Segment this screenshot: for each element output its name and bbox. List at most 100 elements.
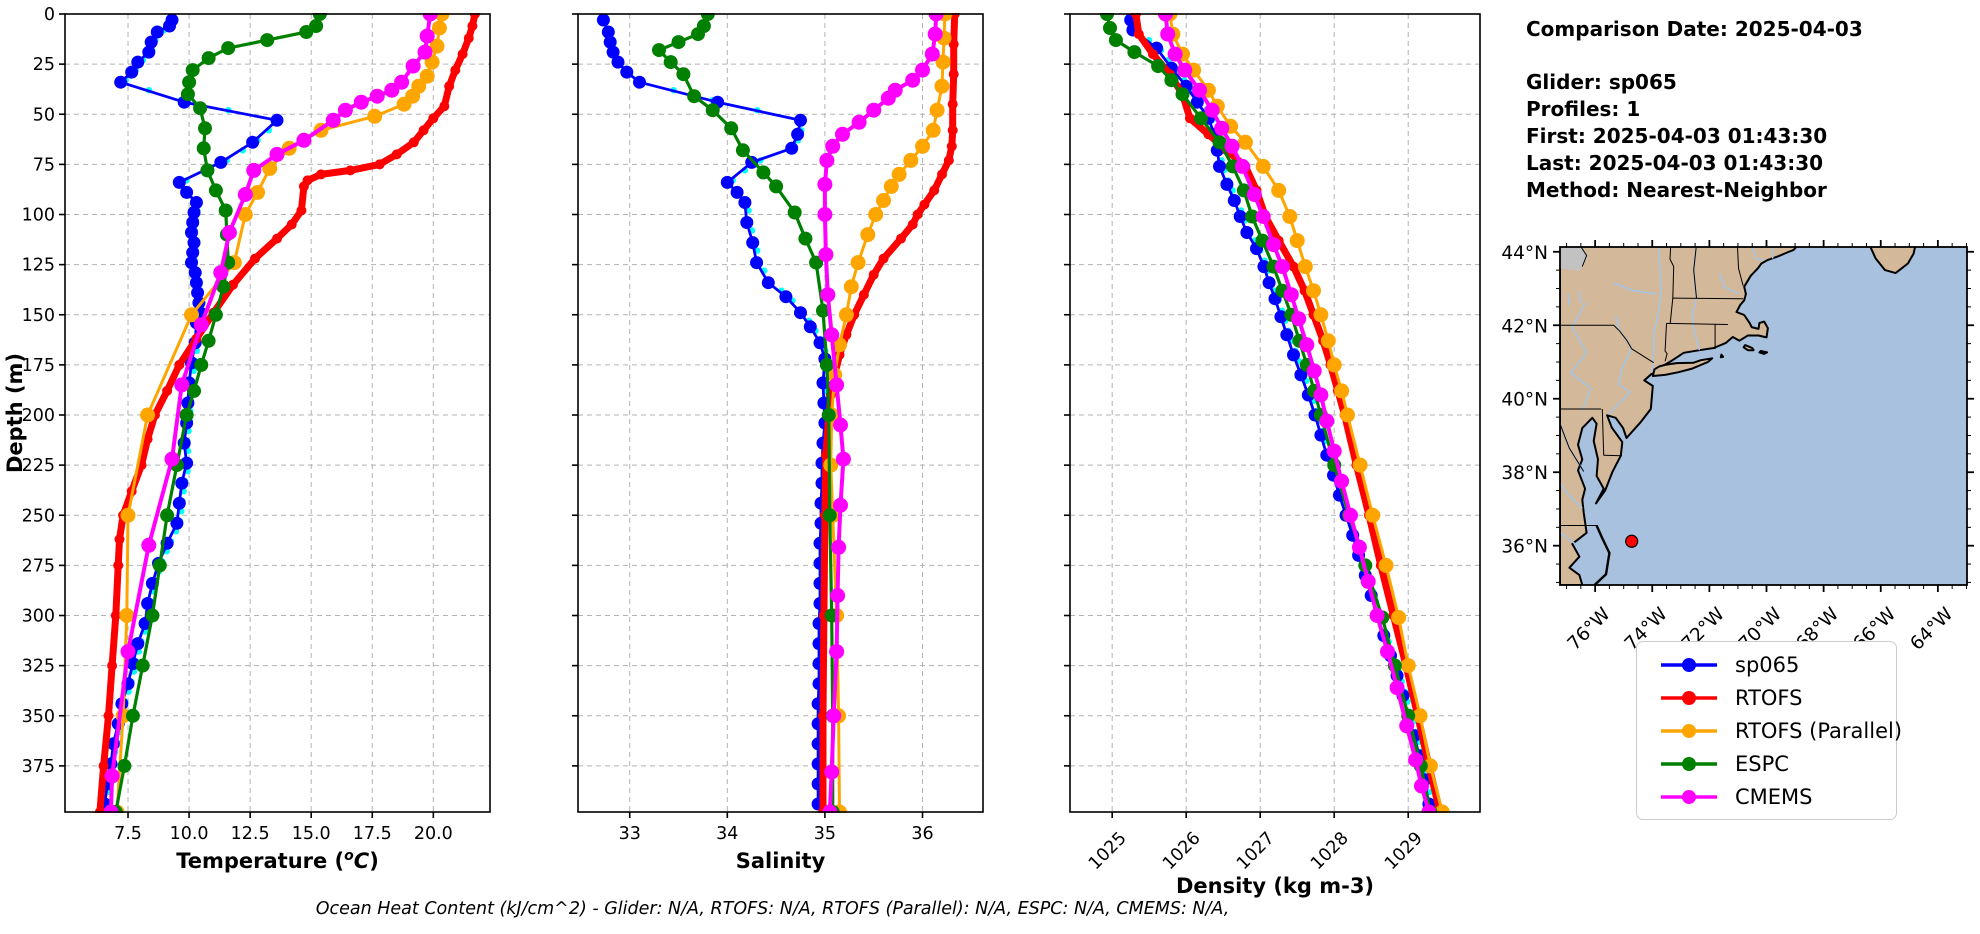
first-profile-time: First: 2025-04-03 01:43:30 [1526, 124, 1828, 148]
density-glider-raw-dots [1130, 16, 1435, 806]
temperature-axis-ticks: 7.5 10.0 12.5 15.0 17.5 20.0 0 25 50 75 100 125 150 1… [22, 5, 453, 844]
svg-text:75: 75 [33, 155, 55, 175]
series-rtofs-parallel-temperature [109, 13, 450, 813]
svg-text:25: 25 [33, 55, 55, 75]
svg-text:42°N: 42°N [1501, 316, 1548, 337]
legend-label: CMEMS [1735, 784, 1813, 809]
location-map: 44°N42°N40°N38°N36°N76°W 74°W 72°W 70°W 68°W… [1501, 240, 1974, 655]
river [1751, 247, 1766, 261]
svg-text:36: 36 [911, 824, 933, 844]
state-border [1737, 247, 1744, 286]
salinity-gridlines [578, 13, 983, 812]
legend-item-sp065: sp065 [1659, 648, 1896, 681]
state-border [1672, 297, 1744, 300]
svg-text:36°N: 36°N [1501, 537, 1548, 558]
series-rtofs-salinity [818, 13, 960, 813]
profiles-count: Profiles: 1 [1526, 97, 1641, 121]
legend-item-cmems: CMEMS [1659, 780, 1896, 813]
state-border [1666, 322, 1728, 325]
river [1650, 247, 1662, 374]
state-border [1693, 247, 1697, 299]
legend-line-sample [1661, 756, 1717, 771]
svg-text:15.0: 15.0 [292, 824, 331, 844]
series-cmems-temperature [103, 13, 438, 813]
map-geography [1560, 247, 1967, 585]
temperature-axes-frame [64, 13, 491, 813]
svg-text:38°N: 38°N [1501, 463, 1548, 484]
glider-name: Glider: sp065 [1526, 70, 1677, 94]
river [1569, 302, 1592, 411]
legend: sp065 RTOFS RTOFS (Parallel) ESPC CMEMS [1636, 641, 1902, 820]
svg-text:64°W: 64°W [1906, 604, 1957, 655]
svg-text:1025: 1025 [1085, 828, 1131, 874]
salinity-axes-frame [577, 13, 984, 813]
state-border [1631, 348, 1654, 364]
svg-text:0: 0 [44, 5, 55, 25]
river [1718, 272, 1739, 295]
river [1560, 532, 1576, 545]
salinity-axis-label: Salinity [736, 849, 826, 873]
comparison-date: Comparison Date: 2025-04-03 [1526, 17, 1863, 41]
series-espc-density [1100, 13, 1438, 813]
legend-item-rtofs-parallel: RTOFS (Parallel) [1659, 714, 1902, 747]
salinity-axis-ticks: 33 34 35 36 [572, 13, 934, 844]
legend-line-sample [1661, 657, 1717, 672]
salinity-plot: 33 34 35 36 Salinity [572, 13, 984, 873]
legend-item-rtofs: RTOFS [1659, 681, 1896, 714]
river [1560, 482, 1583, 509]
legend-label: ESPC [1735, 751, 1789, 776]
legend-line-sample [1661, 690, 1717, 705]
series-sp065-density [1124, 13, 1436, 811]
state-border [1669, 298, 1674, 324]
legend-label: RTOFS (Parallel) [1735, 718, 1903, 743]
temperature-plot: 7.5 10.0 12.5 15.0 17.5 20.0 0 25 50 75 100 125 150 1… [3, 5, 491, 873]
legend-item-espc: ESPC [1659, 747, 1896, 780]
legend-line-sample [1661, 789, 1717, 804]
svg-text:12.5: 12.5 [231, 824, 270, 844]
series-cmems-salinity [817, 13, 944, 813]
density-gridlines [1070, 13, 1480, 812]
svg-text:10.0: 10.0 [170, 824, 209, 844]
state-border [1669, 247, 1675, 299]
info-panel: Comparison Date: 2025-04-03 Glider: sp06… [1526, 16, 1863, 204]
svg-text:375: 375 [22, 757, 55, 777]
depth-axis-label: Depth (m) [3, 353, 27, 473]
svg-text:1027: 1027 [1233, 828, 1279, 874]
svg-text:200: 200 [22, 406, 55, 426]
svg-text:100: 100 [22, 206, 55, 226]
last-profile-time: Last: 2025-04-03 01:43:30 [1526, 151, 1824, 175]
lake-ontario [1560, 247, 1588, 271]
svg-text:44°N: 44°N [1501, 243, 1548, 264]
svg-text:1028: 1028 [1307, 828, 1353, 874]
block-island [1719, 353, 1725, 359]
state-border [1560, 423, 1585, 472]
svg-text:35: 35 [814, 824, 836, 844]
svg-text:50: 50 [33, 105, 55, 125]
river [1613, 282, 1657, 295]
map-ticks [1553, 240, 1974, 592]
svg-text:33: 33 [619, 824, 641, 844]
map-frame [1559, 246, 1968, 586]
outer-banks [1593, 525, 1611, 585]
method: Method: Nearest-Neighbor [1526, 178, 1827, 202]
svg-text:250: 250 [22, 506, 55, 526]
river [1578, 290, 1582, 304]
glider-location-marker [1625, 534, 1639, 548]
series-cmems-density [1158, 13, 1437, 813]
svg-text:76°W: 76°W [1564, 604, 1615, 655]
svg-text:17.5: 17.5 [353, 824, 392, 844]
nova-scotia [1869, 247, 1917, 275]
marthas-vineyard [1742, 344, 1755, 352]
svg-text:325: 325 [22, 657, 55, 677]
svg-text:175: 175 [22, 356, 55, 376]
svg-text:225: 225 [22, 456, 55, 476]
series-espc-salinity [652, 13, 840, 813]
state-border [1601, 408, 1605, 456]
series-sp065-salinity [596, 13, 832, 811]
svg-text:1026: 1026 [1159, 828, 1205, 874]
density-axis-label: Density (kg m-3) [1176, 874, 1374, 898]
ocean-heat-content-note: Ocean Heat Content (kJ/cm^2) - Glider: N… [315, 899, 1230, 919]
legend-label: RTOFS [1735, 685, 1803, 710]
profile-plots: 7.5 10.0 12.5 15.0 17.5 20.0 0 25 50 75 100 125 150 1… [3, 5, 1481, 898]
